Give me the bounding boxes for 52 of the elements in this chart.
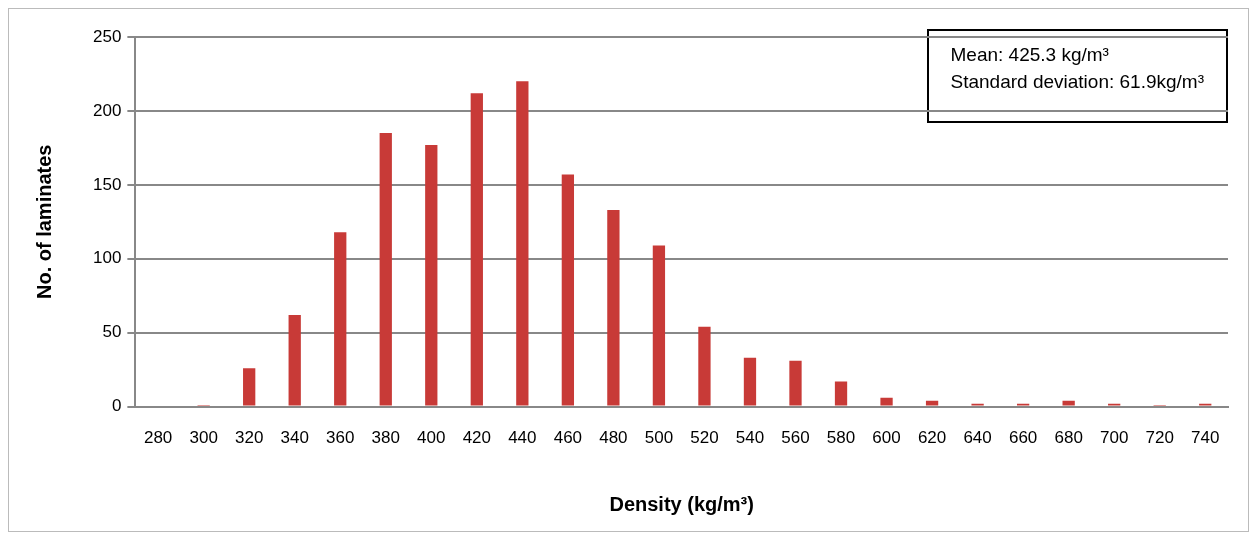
x-tick-label: 520 [690, 428, 719, 448]
x-tick-label: 640 [963, 428, 992, 448]
bar [698, 326, 711, 406]
x-tick-label: 700 [1100, 428, 1129, 448]
x-tick-label: 480 [599, 428, 628, 448]
x-tick-label: 500 [644, 428, 674, 448]
bar [288, 314, 301, 406]
x-tick-label: 740 [1191, 428, 1220, 448]
y-tick-label: 100 [92, 248, 122, 268]
annotation: Standard deviation: 61.9kg/m³ [950, 70, 1204, 94]
x-tick-label: 420 [462, 428, 491, 448]
bar [925, 400, 939, 406]
x-tick-label: 280 [143, 428, 173, 448]
x-tick-label: 620 [917, 428, 947, 448]
x-axis-title: Density (kg/m³) [609, 492, 754, 515]
x-tick-label: 320 [234, 428, 264, 448]
bar [607, 209, 620, 406]
y-tick-label: 200 [92, 100, 122, 120]
annotation: Mean: 425.3 kg/m³ [950, 43, 1110, 67]
x-tick-label: 440 [508, 428, 537, 448]
bar [470, 93, 483, 406]
bar [516, 81, 529, 406]
bar [789, 360, 802, 406]
bar [880, 397, 893, 406]
bar [243, 368, 256, 406]
x-tick-label: 660 [1008, 428, 1038, 448]
y-tick-label: 250 [92, 26, 122, 46]
bar [334, 232, 347, 406]
x-tick-label: 380 [371, 428, 400, 448]
y-axis-title: No. of laminates [32, 144, 55, 300]
bar [379, 133, 392, 406]
bar [425, 144, 438, 406]
text-box: Mean: 425.3 kg/m³ Standard deviation: 61.9kg/m³ [926, 29, 1228, 123]
x-tick-label: 400 [417, 428, 446, 448]
bar [743, 357, 757, 406]
x-tick-label: 340 [280, 428, 309, 448]
bar [652, 245, 666, 406]
bar [561, 174, 575, 406]
x-tick-label: 540 [735, 428, 765, 448]
y-tick-label: 150 [92, 174, 122, 194]
x-tick-label: 460 [553, 428, 583, 448]
x-tick-label: 580 [826, 428, 856, 448]
x-tick-label: 720 [1145, 428, 1174, 448]
x-tick-label: 600 [872, 428, 901, 448]
x-tick-label: 560 [781, 428, 810, 448]
bar [1062, 400, 1075, 406]
x-tick-label: 680 [1054, 428, 1083, 448]
y-tick-label: 50 [102, 322, 122, 342]
x-tick-label: 360 [326, 428, 355, 448]
y-tick-label: 0 [111, 396, 122, 416]
bar [834, 381, 848, 406]
x-tick-label: 300 [189, 428, 218, 448]
